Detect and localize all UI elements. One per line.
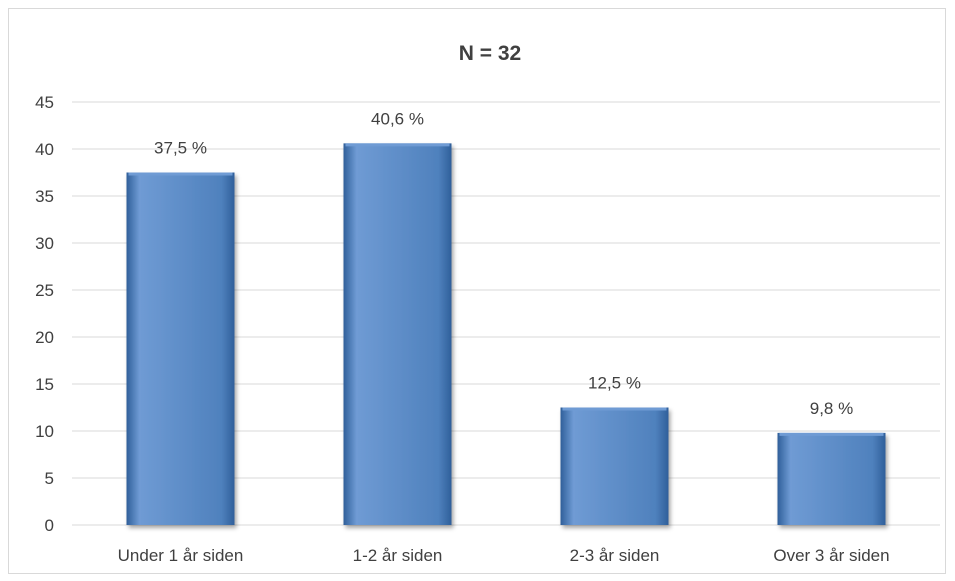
data-label: 37,5 %	[154, 139, 207, 158]
y-tick-label: 25	[35, 281, 54, 300]
bar-top-highlight	[562, 407, 667, 411]
bars	[126, 143, 886, 526]
data-label: 40,6 %	[371, 109, 424, 128]
bar-rect	[126, 172, 235, 525]
x-tick-label: Under 1 år siden	[118, 546, 244, 565]
bar	[343, 143, 452, 526]
x-tick-label: 1-2 år siden	[353, 546, 443, 565]
bar-top-highlight	[345, 143, 450, 147]
x-tick-label: 2-3 år siden	[570, 546, 660, 565]
y-tick-label: 20	[35, 328, 54, 347]
chart-title: N = 32	[459, 42, 521, 65]
x-axis: Under 1 år siden 1-2 år siden 2-3 år siden…	[118, 546, 890, 565]
bar	[777, 432, 886, 525]
bar	[560, 407, 669, 525]
y-tick-label: 40	[35, 140, 54, 159]
y-tick-label: 0	[45, 516, 54, 535]
y-tick-label: 10	[35, 422, 54, 441]
y-tick-label: 45	[35, 93, 54, 112]
y-axis: 0 5 10 15 20 25 30 35 40 45	[35, 93, 54, 535]
y-tick-label: 30	[35, 234, 54, 253]
data-label: 12,5 %	[588, 374, 641, 393]
bar	[126, 172, 235, 525]
bar-top-highlight	[779, 432, 884, 436]
bar-top-highlight	[128, 172, 233, 176]
data-label: 9,8 %	[810, 399, 853, 418]
x-tick-label: Over 3 år siden	[773, 546, 889, 565]
data-labels: 37,5 % 40,6 % 12,5 % 9,8 %	[154, 109, 853, 418]
y-tick-label: 35	[35, 187, 54, 206]
y-tick-label: 5	[45, 469, 54, 488]
bar-rect	[560, 407, 669, 525]
y-tick-label: 15	[35, 375, 54, 394]
bar-rect	[777, 432, 886, 525]
bar-rect	[343, 143, 452, 526]
